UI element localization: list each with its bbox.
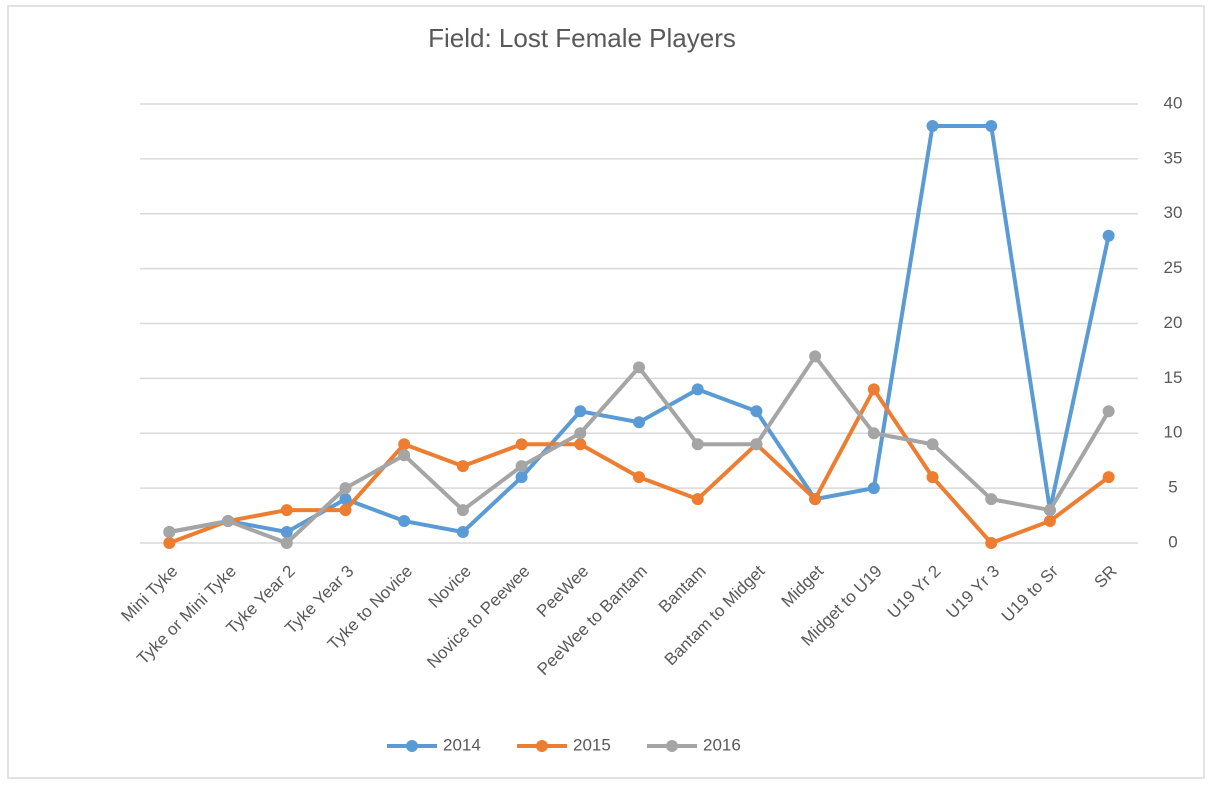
data-point	[515, 438, 528, 451]
data-point	[398, 515, 411, 528]
data-point	[339, 493, 352, 506]
data-point	[456, 526, 469, 539]
data-point	[691, 438, 704, 451]
data-point	[398, 449, 411, 462]
legend-label: 2016	[703, 735, 741, 754]
data-point	[574, 438, 587, 451]
data-point	[633, 361, 645, 374]
data-point	[222, 515, 235, 528]
data-point	[280, 504, 293, 517]
data-point	[398, 438, 411, 451]
data-point	[926, 119, 939, 132]
y-tick-label: 5	[1168, 478, 1177, 497]
data-point	[633, 416, 645, 429]
data-point	[163, 526, 176, 539]
data-point	[339, 504, 352, 517]
data-point	[1102, 405, 1115, 418]
legend-marker	[536, 740, 548, 752]
legend-marker	[406, 740, 418, 752]
legend-label: 2014	[443, 735, 481, 754]
data-point	[809, 350, 822, 363]
data-point	[985, 537, 998, 549]
data-point	[1043, 515, 1056, 528]
data-point	[456, 504, 469, 517]
chart-title: Field: Lost Female Players	[428, 23, 736, 53]
data-point	[809, 493, 822, 506]
y-tick-label: 0	[1168, 532, 1177, 551]
data-point	[280, 526, 293, 539]
data-point	[163, 537, 176, 549]
data-point	[633, 471, 645, 484]
data-point	[750, 438, 763, 451]
data-point	[691, 383, 704, 396]
data-point	[867, 482, 880, 495]
y-tick-label: 40	[1164, 93, 1183, 112]
data-point	[515, 460, 528, 473]
data-point	[456, 460, 469, 473]
data-point	[750, 405, 763, 418]
y-tick-label: 25	[1164, 258, 1183, 277]
legend-marker	[666, 740, 678, 752]
data-point	[339, 482, 352, 495]
data-point	[691, 493, 704, 506]
chart-border	[7, 5, 1205, 779]
data-point	[985, 119, 998, 132]
y-tick-label: 30	[1164, 203, 1183, 222]
y-tick-label: 35	[1164, 148, 1183, 167]
data-point	[1102, 229, 1115, 242]
data-point	[985, 493, 998, 506]
data-point	[280, 537, 293, 549]
data-point	[1043, 504, 1056, 517]
data-point	[574, 427, 587, 440]
legend-label: 2015	[573, 735, 611, 754]
data-point	[867, 383, 880, 396]
data-point	[867, 427, 880, 440]
data-point	[926, 438, 939, 451]
data-point	[1102, 471, 1115, 484]
data-point	[574, 405, 587, 418]
y-tick-label: 15	[1164, 368, 1183, 387]
y-tick-label: 10	[1164, 423, 1183, 442]
y-tick-label: 20	[1164, 313, 1183, 332]
data-point	[515, 471, 528, 484]
data-point	[926, 471, 939, 484]
